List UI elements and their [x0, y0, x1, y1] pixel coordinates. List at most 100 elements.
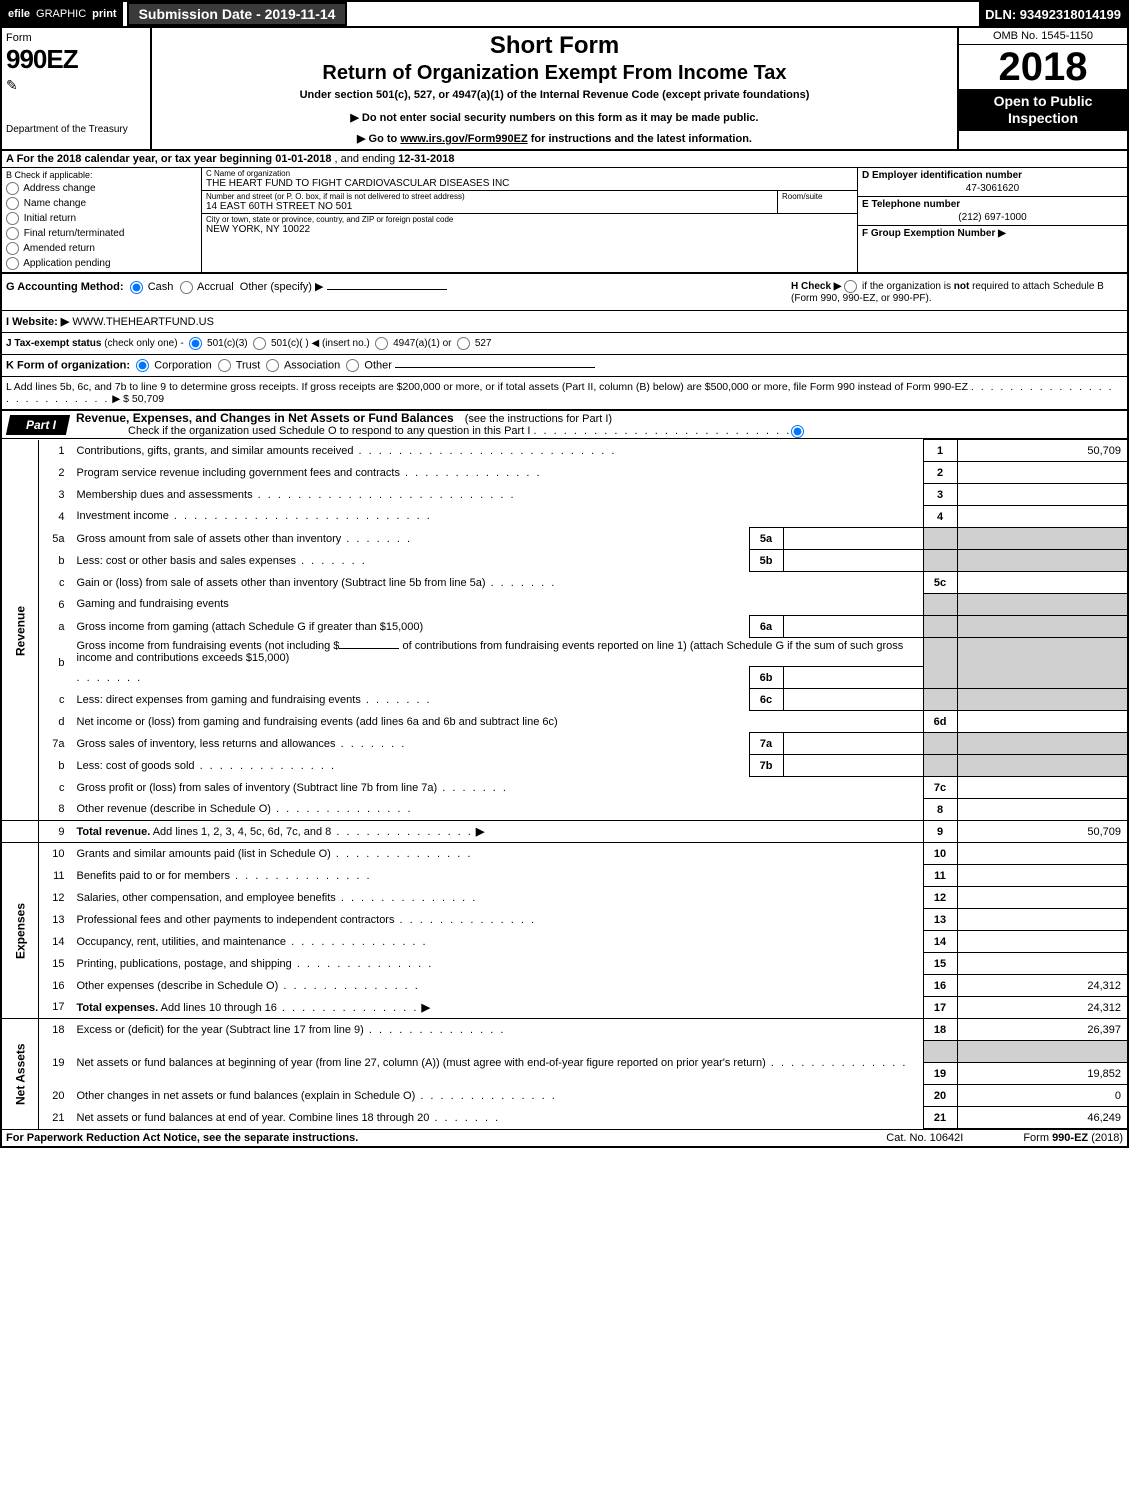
header: Form 990EZ ✎ Department of the Treasury …: [2, 28, 1127, 151]
ein-label: D Employer identification number: [862, 170, 1022, 181]
header-mid: Short Form Return of Organization Exempt…: [152, 28, 957, 149]
form-word: Form: [6, 32, 146, 44]
phone-label: E Telephone number: [862, 199, 960, 210]
tax-year: 2018: [959, 45, 1127, 89]
row-k: K Form of organization: Corporation Trus…: [2, 355, 1127, 377]
form-number: 990EZ: [6, 44, 146, 75]
goto-link[interactable]: www.irs.gov/Form990EZ: [400, 133, 527, 145]
val-1: 50,709: [957, 440, 1127, 462]
g-cash-radio[interactable]: [130, 281, 143, 294]
side-revenue: Revenue: [2, 440, 39, 821]
j-note: (check only one) -: [104, 338, 183, 349]
k-other-blank: [395, 367, 595, 368]
topbar-left: efile GRAPHIC print: [2, 2, 123, 26]
k-label: K Form of organization:: [6, 359, 130, 371]
col-b-header: B Check if applicable:: [6, 170, 197, 180]
row-i: I Website: ▶ WWW.THEHEARTFUND.US: [2, 311, 1127, 333]
k-corp-radio[interactable]: [136, 359, 149, 372]
l-amount: ▶ $ 50,709: [112, 393, 164, 405]
part1-tag: Part I: [6, 415, 70, 435]
title-donot: ▶ Do not enter social security numbers o…: [158, 111, 951, 124]
k-other-radio[interactable]: [346, 359, 359, 372]
chk-final-return[interactable]: Final return/terminated: [6, 227, 197, 240]
dln-label: DLN: 93492318014199: [979, 2, 1127, 26]
part1-check: Check if the organization used Schedule …: [128, 425, 530, 437]
org-name-label: C Name of organization: [206, 169, 853, 178]
part1-header: Part I Revenue, Expenses, and Changes in…: [2, 411, 1127, 439]
topbar: efile GRAPHIC print Submission Date - 20…: [2, 2, 1127, 28]
city: NEW YORK, NY 10022: [206, 224, 853, 235]
side-net: Net Assets: [2, 1019, 39, 1129]
print-link[interactable]: print: [92, 8, 116, 20]
j-501c-radio[interactable]: [253, 337, 266, 350]
part1-table: Revenue 1 Contributions, gifts, grants, …: [2, 439, 1127, 1129]
part1-check-radio[interactable]: [791, 425, 804, 438]
ein-value: 47-3061620: [862, 183, 1123, 194]
chk-application-pending[interactable]: Application pending: [6, 257, 197, 270]
footer-left: For Paperwork Reduction Act Notice, see …: [6, 1132, 358, 1144]
form-container: efile GRAPHIC print Submission Date - 20…: [0, 0, 1129, 1148]
department: Department of the Treasury: [6, 124, 146, 135]
omb-number: OMB No. 1545-1150: [959, 28, 1127, 45]
k-trust-radio[interactable]: [218, 359, 231, 372]
footer: For Paperwork Reduction Act Notice, see …: [2, 1129, 1127, 1146]
col-d: D Employer identification number 47-3061…: [857, 168, 1127, 272]
group-exempt-label: F Group Exemption Number ▶: [862, 228, 1006, 239]
g-accrual-radio[interactable]: [180, 281, 193, 294]
website: WWW.THEHEARTFUND.US: [72, 316, 214, 328]
i-label: I Website: ▶: [6, 316, 69, 328]
chk-initial-return[interactable]: Initial return: [6, 212, 197, 225]
chk-name-change[interactable]: Name change: [6, 197, 197, 210]
goto-post: for instructions and the latest informat…: [528, 133, 752, 145]
street: 14 EAST 60TH STREET NO 501: [206, 201, 773, 212]
chk-amended-return[interactable]: Amended return: [6, 242, 197, 255]
room-suite: Room/suite: [777, 191, 857, 213]
org-name: THE HEART FUND TO FIGHT CARDIOVASCULAR D…: [206, 178, 853, 189]
street-label: Number and street (or P. O. box, if mail…: [206, 192, 773, 201]
l-text: L Add lines 5b, 6c, and 7b to line 9 to …: [6, 381, 968, 393]
g-label: G Accounting Method:: [6, 281, 124, 293]
row-g: G Accounting Method: Cash Accrual Other …: [2, 274, 787, 310]
title-goto: ▶ Go to www.irs.gov/Form990EZ for instru…: [158, 132, 951, 145]
row-h: H Check ▶ if the organization is not req…: [787, 274, 1127, 310]
ln: 1: [39, 440, 73, 462]
part1-note: (see the instructions for Part I): [465, 413, 612, 425]
block-bcd: B Check if applicable: Address change Na…: [2, 168, 1127, 274]
row-j: J Tax-exempt status (check only one) - 5…: [2, 333, 1127, 355]
k-assoc-radio[interactable]: [266, 359, 279, 372]
h-radio[interactable]: [844, 280, 857, 293]
j-label: J Tax-exempt status: [6, 338, 101, 349]
efile-label: efile: [8, 8, 30, 20]
side-expenses: Expenses: [2, 843, 39, 1019]
box-1: 1: [923, 440, 957, 462]
g-other-blank: [327, 289, 447, 290]
part1-title: Revenue, Expenses, and Changes in Net As…: [76, 411, 454, 425]
col-c: C Name of organization THE HEART FUND TO…: [202, 168, 857, 272]
goto-pre: ▶ Go to: [357, 133, 400, 145]
row-gh: G Accounting Method: Cash Accrual Other …: [2, 274, 1127, 311]
line-a: A For the 2018 calendar year, or tax yea…: [2, 151, 1127, 168]
footer-catno: Cat. No. 10642I: [886, 1132, 963, 1144]
line-a-pre: A For the 2018 calendar year, or tax yea…: [6, 153, 275, 165]
chk-address-change[interactable]: Address change: [6, 182, 197, 195]
j-527-radio[interactable]: [457, 337, 470, 350]
header-left: Form 990EZ ✎ Department of the Treasury: [2, 28, 152, 149]
line-a-end: 12-31-2018: [398, 153, 454, 165]
j-4947-radio[interactable]: [375, 337, 388, 350]
line-a-mid: , and ending: [335, 153, 399, 165]
title-return: Return of Organization Exempt From Incom…: [158, 62, 951, 85]
h-label: H Check ▶: [791, 281, 841, 292]
open-public: Open to Public Inspection: [959, 89, 1127, 131]
title-short: Short Form: [158, 32, 951, 60]
phone-value: (212) 697-1000: [862, 212, 1123, 223]
city-label: City or town, state or province, country…: [206, 215, 853, 224]
row-l: L Add lines 5b, 6c, and 7b to line 9 to …: [2, 377, 1127, 411]
submission-date: Submission Date - 2019-11-14: [127, 2, 348, 26]
header-right: OMB No. 1545-1150 2018 Open to Public In…: [957, 28, 1127, 149]
footer-right: Form 990-EZ (2018): [1023, 1132, 1123, 1144]
j-501c3-radio[interactable]: [189, 337, 202, 350]
link-icon: ✎: [6, 77, 146, 94]
title-under: Under section 501(c), 527, or 4947(a)(1)…: [158, 89, 951, 101]
graphic-label: GRAPHIC: [36, 8, 86, 20]
line-a-begin: 01-01-2018: [275, 153, 331, 165]
